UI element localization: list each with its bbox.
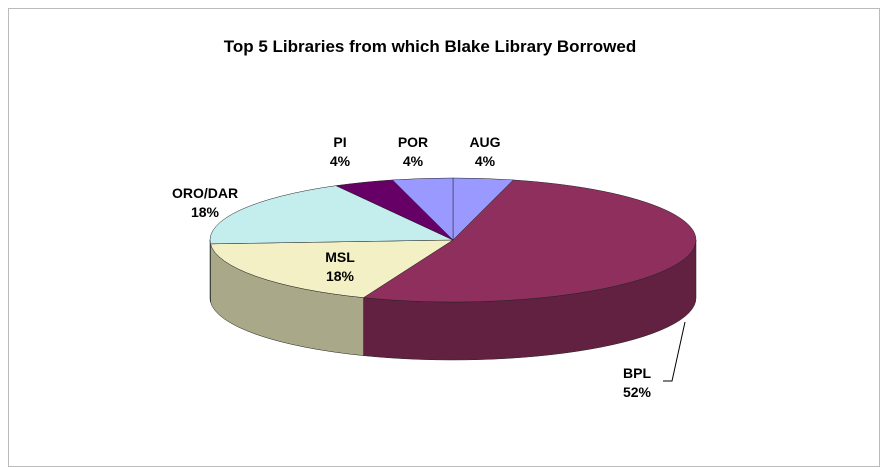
slice-label: BPL <box>623 365 651 381</box>
slice-value-label: 4% <box>403 153 424 169</box>
slice-value-label: 18% <box>191 204 220 220</box>
pie-slice <box>210 239 454 298</box>
pie-slice <box>209 185 454 245</box>
pie-slice <box>391 177 454 241</box>
slice-label: MSL <box>325 249 355 265</box>
slice-label: ORO/DAR <box>172 185 238 201</box>
slice-value-label: 4% <box>475 153 496 169</box>
leader-line <box>663 321 686 382</box>
slice-label: AUG <box>469 134 500 150</box>
slice-value-label: 52% <box>623 384 652 400</box>
slice-label: PI <box>333 134 346 150</box>
slice-value-label: 4% <box>330 153 351 169</box>
pie-slice <box>362 179 697 303</box>
slice-label: POR <box>398 134 428 150</box>
slice-value-label: 18% <box>326 268 355 284</box>
chart-title: Top 5 Libraries from which Blake Library… <box>224 37 637 56</box>
